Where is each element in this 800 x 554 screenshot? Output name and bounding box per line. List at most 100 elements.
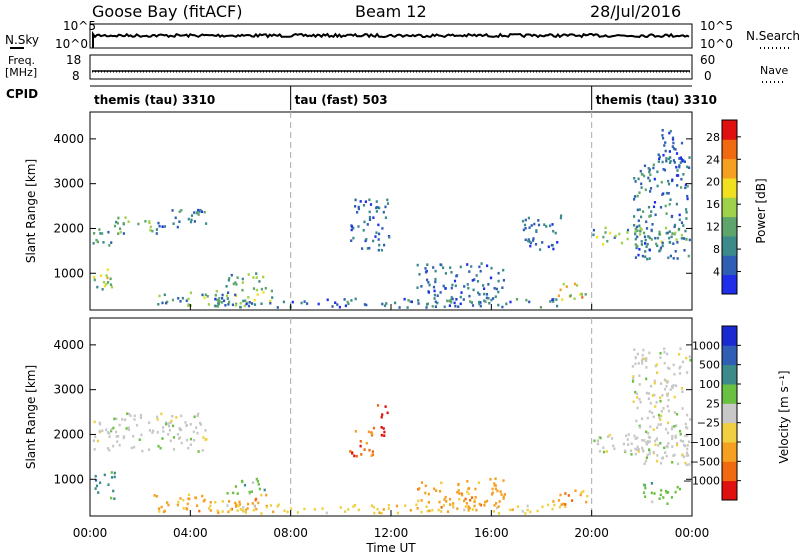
range-gate-cell [368, 215, 371, 219]
range-gate-cell [248, 490, 251, 494]
colorbar-swatch [722, 480, 737, 501]
range-gate-cell [650, 228, 653, 232]
range-gate-cell [255, 288, 258, 292]
range-gate-cell [670, 215, 673, 219]
range-gate-cell [669, 254, 672, 258]
range-gate-cell [634, 180, 637, 183]
range-gate-cell [636, 235, 639, 239]
range-gate-cell [105, 274, 108, 277]
range-gate-cell [251, 502, 254, 505]
range-gate-cell [645, 430, 648, 434]
range-gate-cell [680, 237, 683, 240]
range-gate-cell [685, 463, 688, 467]
range-gate-cell [450, 271, 453, 274]
range-gate-cell [661, 457, 664, 460]
range-gate-cell [377, 238, 380, 241]
range-gate-cell [676, 257, 679, 260]
range-gate-cell [426, 263, 429, 266]
range-gate-cell [604, 231, 607, 234]
range-gate-cell [501, 286, 504, 289]
range-gate-cell [418, 487, 421, 490]
range-gate-cell [107, 281, 110, 284]
range-gate-cell [394, 301, 397, 305]
range-gate-cell [672, 159, 675, 162]
range-gate-cell [659, 423, 663, 426]
range-gate-cell [113, 471, 116, 475]
range-gate-cell [647, 205, 651, 209]
range-gate-cell [362, 204, 366, 207]
range-gate-cell [596, 439, 599, 443]
range-gate-cell [671, 437, 674, 440]
freq-ybottom: 8 [72, 69, 80, 83]
range-gate-cell [230, 273, 233, 277]
range-gate-cell [651, 411, 654, 415]
range-gate-cell [485, 296, 488, 300]
range-gate-cell [645, 227, 649, 230]
range-gate-cell [94, 474, 97, 478]
range-gate-cell [565, 285, 568, 288]
range-gate-cell [667, 398, 670, 402]
range-gate-cell [416, 507, 419, 510]
range-gate-cell [585, 500, 588, 504]
range-gate-cell [167, 422, 170, 425]
range-gate-cell [177, 297, 180, 300]
range-gate-cell [125, 427, 128, 430]
range-gate-cell [654, 213, 657, 217]
range-gate-cell [187, 446, 190, 450]
range-gate-cell [124, 216, 127, 219]
range-gate-cell [671, 445, 674, 448]
range-gate-cell [644, 486, 647, 490]
range-gate-cell [303, 300, 306, 303]
range-gate-cell [646, 416, 649, 420]
range-gate-cell [178, 427, 181, 430]
range-gate-cell [639, 400, 642, 404]
range-gate-cell [172, 448, 176, 451]
colorbar-swatch [722, 255, 737, 276]
range-gate-cell [440, 481, 443, 485]
range-gate-cell [643, 462, 646, 465]
range-gate-cell [368, 246, 371, 250]
range-gate-cell [179, 300, 182, 303]
range-gate-cell [375, 210, 378, 213]
range-gate-cell [206, 295, 209, 298]
range-gate-cell [686, 165, 689, 169]
range-gate-cell [653, 393, 656, 397]
range-gate-cell [464, 497, 467, 501]
range-gate-cell [629, 449, 633, 452]
range-gate-cell [454, 284, 457, 288]
range-gate-cell [161, 225, 164, 228]
range-gate-cell [656, 426, 659, 429]
cpid-segment-label: themis (tau) 3310 [94, 93, 215, 107]
range-gate-cell [686, 185, 689, 188]
range-gate-cell [98, 429, 101, 433]
range-gate-cell [200, 210, 203, 213]
range-gate-cell [535, 229, 538, 232]
range-gate-cell [368, 210, 371, 214]
range-gate-cell [157, 303, 160, 306]
range-gate-cell [166, 300, 169, 304]
range-gate-cell [560, 503, 563, 506]
range-gate-cell [444, 287, 447, 290]
range-gate-cell [634, 362, 637, 366]
range-gate-cell [636, 208, 639, 212]
range-gate-cell [417, 302, 420, 305]
range-gate-cell [491, 491, 494, 495]
range-gate-cell [201, 449, 204, 452]
range-gate-cell [217, 511, 220, 515]
range-gate-cell [185, 438, 189, 442]
range-gate-cell [118, 423, 121, 427]
freq-ytop: 18 [66, 53, 81, 67]
range-gate-cell [494, 295, 497, 298]
range-gate-cell [676, 462, 680, 466]
range-gate-cell [439, 291, 442, 294]
range-gate-cell [127, 428, 130, 432]
range-gate-cell [671, 232, 674, 235]
range-gate-cell [439, 263, 442, 266]
range-gate-cell [682, 224, 685, 227]
range-gate-cell [243, 483, 247, 487]
colorbar-tick-label: 4 [713, 266, 720, 279]
range-gate-cell [352, 505, 355, 508]
range-gate-cell [202, 436, 205, 439]
range-gate-cell [579, 493, 582, 497]
range-gate-cell [489, 478, 492, 481]
